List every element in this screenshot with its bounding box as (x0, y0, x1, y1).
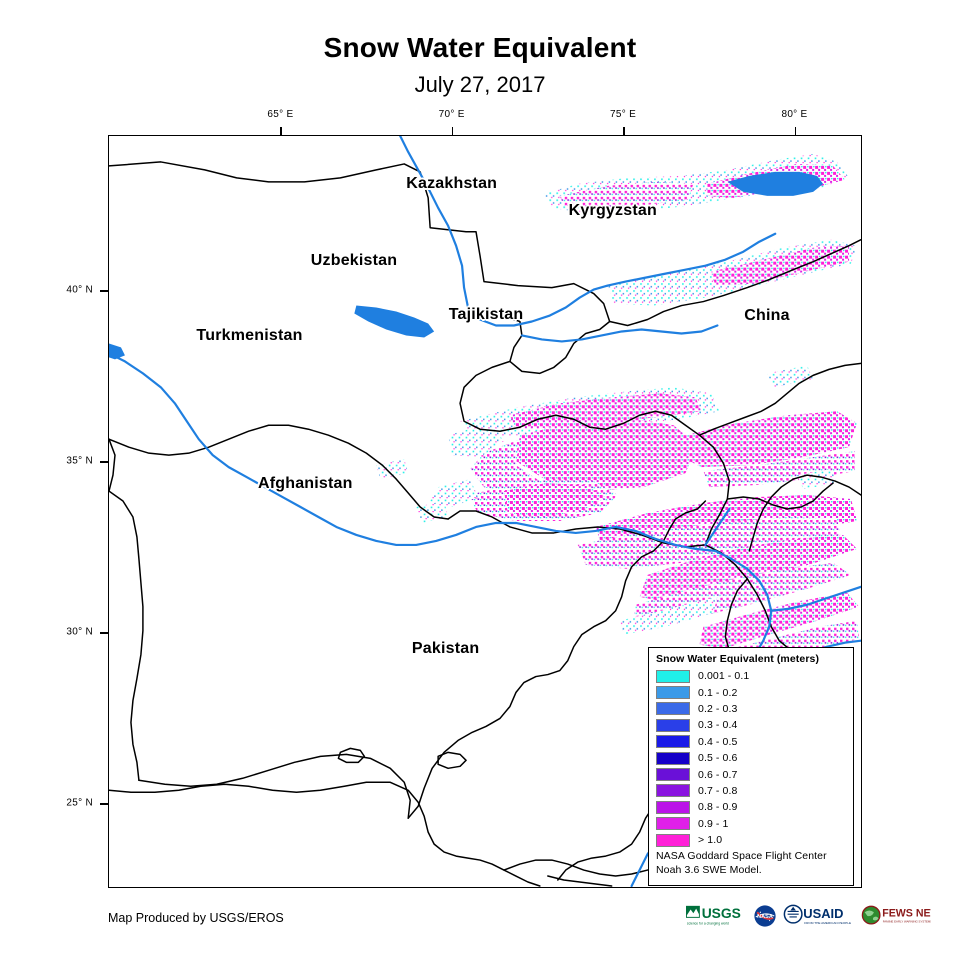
legend-item: 0.8 - 0.9 (656, 799, 847, 815)
map-frame[interactable]: 65° E 70° E 75° E 80° E 40° N 35° N 30° … (66, 109, 862, 888)
legend-label-9: 0.9 - 1 (698, 817, 729, 830)
fewsnet-logo: FEWS NET FAMINE EARLY WARNING SYSTEMS NE… (861, 905, 931, 925)
lat-tick-label-30: 30° N (66, 626, 93, 638)
legend-label-0: 0.001 - 0.1 (698, 670, 750, 683)
legend-item: 0.5 - 0.6 (656, 750, 847, 766)
map-credit: Map Produced by USGS/EROS (108, 911, 284, 925)
legend-swatch-0 (656, 669, 690, 683)
legend-label-5: 0.5 - 0.6 (698, 752, 738, 765)
legend-swatch-7 (656, 784, 690, 798)
svg-text:FROM THE AMERICAN PEOPLE: FROM THE AMERICAN PEOPLE (804, 921, 851, 925)
page-subtitle: July 27, 2017 (414, 72, 546, 97)
legend-label-7: 0.7 - 0.8 (698, 784, 738, 797)
legend-source-line1: NASA Goddard Space Flight Center (656, 850, 827, 863)
lon-tick-75 (623, 127, 625, 136)
legend-source-line2: Noah 3.6 SWE Model. (656, 863, 762, 876)
legend-item: > 1.0 (656, 832, 847, 848)
nasa-logo: NASA (754, 905, 776, 927)
lon-tick-label-75: 75° E (610, 109, 637, 120)
legend-item: 0.6 - 0.7 (656, 766, 847, 782)
legend-swatch-8 (656, 800, 690, 814)
legend-title: Snow Water Equivalent (meters) (656, 653, 820, 665)
legend-swatch-10 (656, 833, 690, 847)
legend-swatch-3 (656, 718, 690, 732)
svg-text:FEWS NET: FEWS NET (882, 907, 931, 919)
lon-tick-80 (794, 127, 796, 136)
lon-tick-label-65: 65° E (267, 109, 294, 120)
legend-label-4: 0.4 - 0.5 (698, 735, 738, 748)
legend-label-3: 0.3 - 0.4 (698, 719, 738, 732)
svg-text:FAMINE EARLY WARNING SYSTEMS N: FAMINE EARLY WARNING SYSTEMS NETWORK (883, 919, 931, 923)
legend-item: 0.9 - 1 (656, 816, 847, 832)
lat-tick-35 (100, 461, 109, 463)
legend-label-8: 0.8 - 0.9 (698, 801, 738, 814)
usaid-logo: USAID FROM THE AMERICAN PEOPLE (783, 904, 851, 925)
legend-item: 0.3 - 0.4 (656, 717, 847, 733)
legend-swatch-1 (656, 686, 690, 700)
page-title: Snow Water Equivalent (323, 32, 637, 63)
svg-text:science for a changing world: science for a changing world (687, 921, 729, 925)
legend-label-2: 0.2 - 0.3 (698, 702, 738, 715)
lon-tick-70 (451, 127, 454, 136)
legend-swatch-9 (656, 817, 690, 831)
legend-item: 0.001 - 0.1 (656, 668, 847, 684)
legend-item: 0.1 - 0.2 (656, 684, 847, 700)
agency-logos: USGS science for a changing world NASA U… (686, 903, 931, 929)
map-canvas[interactable] (109, 136, 861, 887)
lon-tick-65 (280, 127, 282, 136)
lat-tick-25 (100, 803, 109, 805)
legend-label-10: > 1.0 (698, 834, 723, 847)
svg-text:NASA: NASA (757, 914, 773, 920)
swe-raster-layer (376, 153, 860, 669)
legend-swatch-5 (656, 751, 690, 765)
lat-tick-40 (100, 290, 109, 292)
lat-tick-label-35: 35° N (66, 455, 93, 467)
legend-panel[interactable]: Snow Water Equivalent (meters) 0.001 - 0… (648, 647, 854, 886)
lat-tick-30 (100, 632, 109, 634)
legend-swatch-4 (656, 735, 690, 749)
legend-label-6: 0.6 - 0.7 (698, 768, 738, 781)
legend-item: 0.7 - 0.8 (656, 783, 847, 799)
legend-label-1: 0.1 - 0.2 (698, 686, 738, 699)
legend-swatch-6 (656, 768, 690, 782)
svg-text:USGS: USGS (702, 905, 741, 921)
legend-item: 0.2 - 0.3 (656, 701, 847, 717)
legend-swatch-2 (656, 702, 690, 716)
lon-tick-label-70: 70° E (438, 109, 465, 120)
lat-tick-label-25: 25° N (66, 797, 93, 809)
map-vector-layer (109, 136, 861, 887)
svg-text:USAID: USAID (803, 906, 843, 921)
usgs-logo: USGS science for a changing world (686, 905, 741, 925)
lon-tick-label-80: 80° E (781, 109, 808, 120)
legend-item: 0.4 - 0.5 (656, 734, 847, 750)
lat-tick-label-40: 40° N (66, 284, 93, 296)
